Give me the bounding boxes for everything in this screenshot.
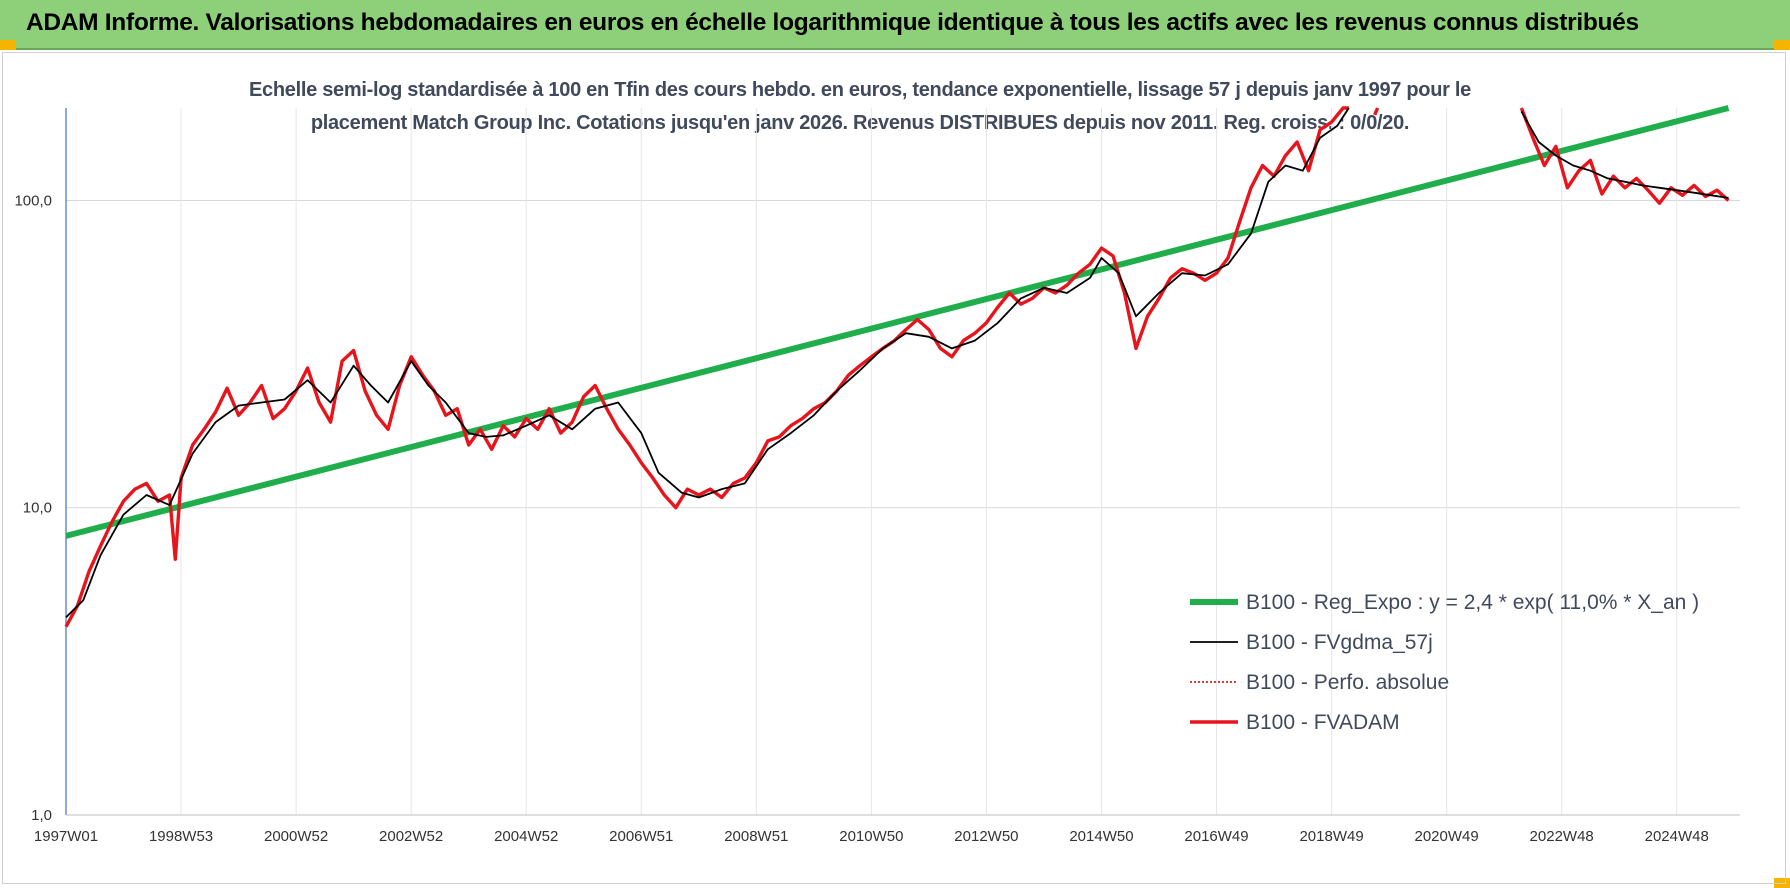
x-tick-label-1: 1998W53 [149,828,213,845]
x-tick-label-4: 2004W52 [494,828,558,845]
x-tick-label-9: 2014W50 [1069,828,1133,845]
series-line-3-segment-2 [1373,107,1380,116]
x-tick-label-10: 2016W49 [1184,828,1248,845]
y-tick-label-1: 10,0 [23,500,52,517]
legend-label-2: B100 - Perfo. absolue [1246,671,1449,694]
series-line-3-segment-1 [1519,107,1730,205]
corner-marker-top-left [0,40,16,50]
header-title: ADAM Informe. Valorisations hebdomadaire… [26,9,1639,36]
y-tick-label-2: 100,0 [14,192,52,209]
series-line-3 [64,106,1349,628]
x-tick-label-14: 2024W48 [1645,828,1709,845]
tick-labels: 1,0 10,0 100,0 1997W01 1998W53 2000W52 2002W52… [14,192,1708,845]
x-tick-label-5: 2006W51 [609,828,673,845]
series-line-1-segment-0 [1520,110,1729,199]
legend-label-3: B100 - FVADAM [1246,711,1400,734]
x-tick-label-7: 2010W50 [839,828,903,845]
y-tick-label-0: 1,0 [31,807,52,824]
header-bar: ADAM Informe. Valorisations hebdomadaire… [0,0,1790,50]
grid [66,108,1740,816]
series-group [64,105,1730,628]
chart-title-line-1: Echelle semi-log standardisée à 100 en T… [249,79,1471,101]
x-tick-label-6: 2008W51 [724,828,788,845]
x-tick-label-3: 2002W52 [379,828,443,845]
x-tick-label-2: 2000W52 [264,828,328,845]
corner-marker-top-right [1774,40,1790,50]
legend: B100 - Reg_Expo : y = 2,4 * exp( 11,0% *… [1190,591,1699,734]
x-tick-label-0: 1997W01 [34,828,98,845]
chart-frame [2,52,1786,884]
series-line-1 [65,107,1350,618]
chart-title: Echelle semi-log standardisée à 100 en T… [200,74,1520,140]
chart-title-line-2: placement Match Group Inc. Cotations jus… [310,112,1410,134]
series-line-0 [65,105,1730,539]
legend-label-1: B100 - FVgdma_57j [1246,631,1433,654]
axes [65,108,1740,816]
x-tick-label-13: 2022W48 [1530,828,1594,845]
legend-label-0: B100 - Reg_Expo : y = 2,4 * exp( 11,0% *… [1246,591,1699,614]
x-tick-label-8: 2012W50 [954,828,1018,845]
x-tick-label-11: 2018W49 [1299,828,1363,845]
x-tick-label-12: 2020W49 [1415,828,1479,845]
